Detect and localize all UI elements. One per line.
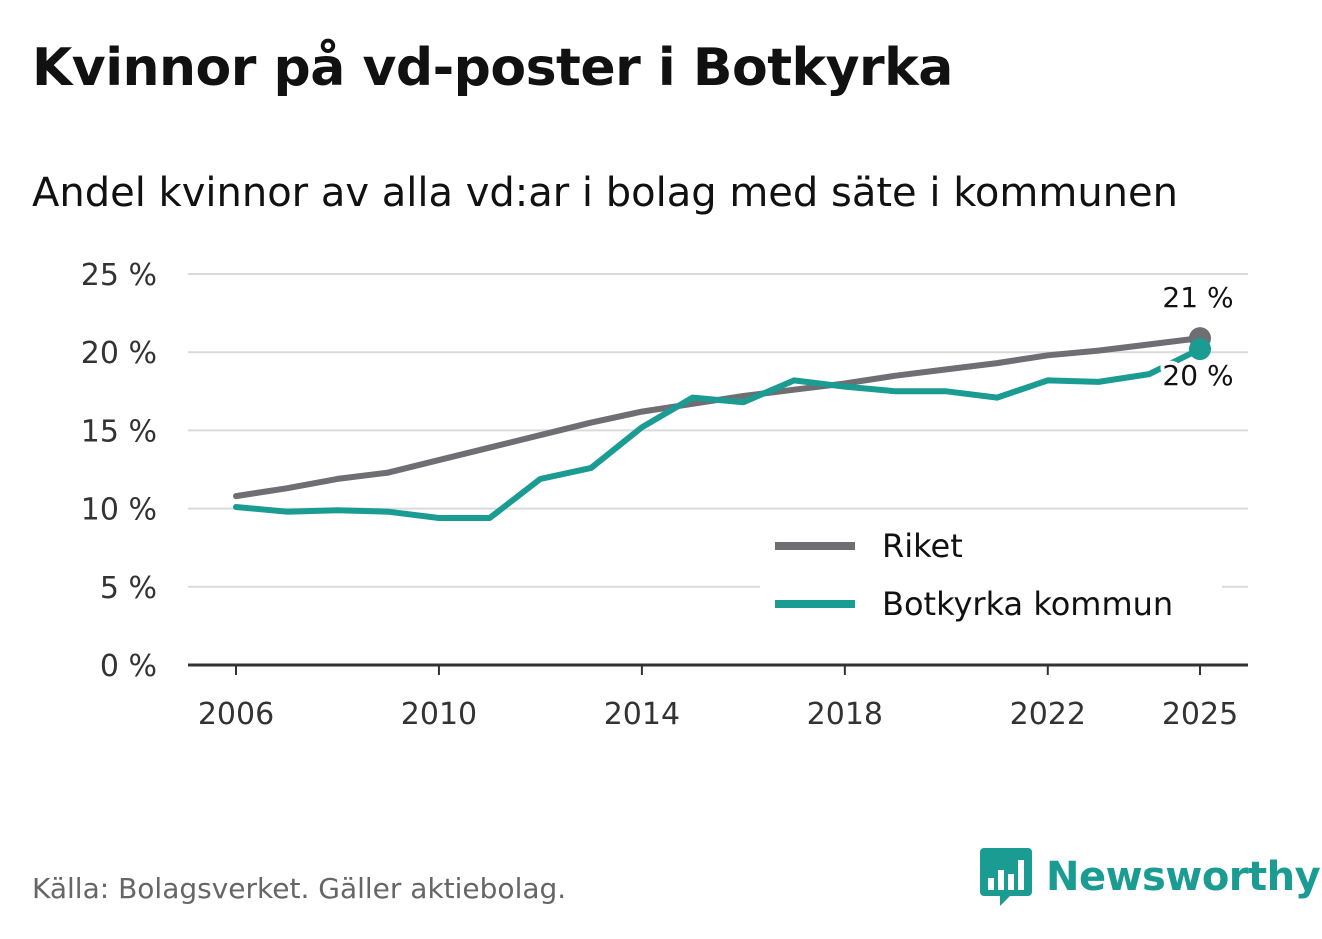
brand-logo: Newsworthy xyxy=(978,846,1321,908)
line-chart: 0 % 5 % 10 % 15 % 20 % 25 % 2006 2010 2014 2018 2… xyxy=(81,258,1248,732)
legend-label: Botkyrka kommun xyxy=(882,585,1173,623)
y-tick-label: 5 % xyxy=(100,571,157,606)
bar-chart-speech-icon xyxy=(980,848,1032,906)
legend-label: Riket xyxy=(882,527,963,565)
x-tick-label: 2006 xyxy=(198,697,274,732)
x-tick-label: 2025 xyxy=(1162,697,1238,732)
y-tick-label: 25 % xyxy=(81,258,157,293)
series-line-botkyrka xyxy=(233,346,1203,521)
x-tick-label: 2018 xyxy=(807,697,883,732)
end-label-botkyrka: 20 % xyxy=(1162,359,1233,392)
end-label-riket: 21 % xyxy=(1162,281,1233,314)
x-tick-label: 2022 xyxy=(1010,697,1086,732)
chart-title: Kvinnor på vd-poster i Botkyrka xyxy=(32,38,953,98)
y-tick-label: 10 % xyxy=(81,493,157,528)
source-note: Källa: Bolagsverket. Gäller aktiebolag. xyxy=(32,872,567,905)
y-tick-label: 0 % xyxy=(100,649,157,684)
series-line-riket xyxy=(233,335,1203,500)
brand-name: Newsworthy xyxy=(1046,854,1321,900)
y-tick-label: 20 % xyxy=(81,336,157,371)
end-point-botkyrka xyxy=(1189,338,1211,361)
x-tick-label: 2014 xyxy=(604,697,680,732)
x-tick-label: 2010 xyxy=(401,697,477,732)
y-tick-label: 15 % xyxy=(81,414,157,449)
chart-subtitle: Andel kvinnor av alla vd:ar i bolag med … xyxy=(32,170,1178,216)
legend-box xyxy=(760,522,1222,632)
